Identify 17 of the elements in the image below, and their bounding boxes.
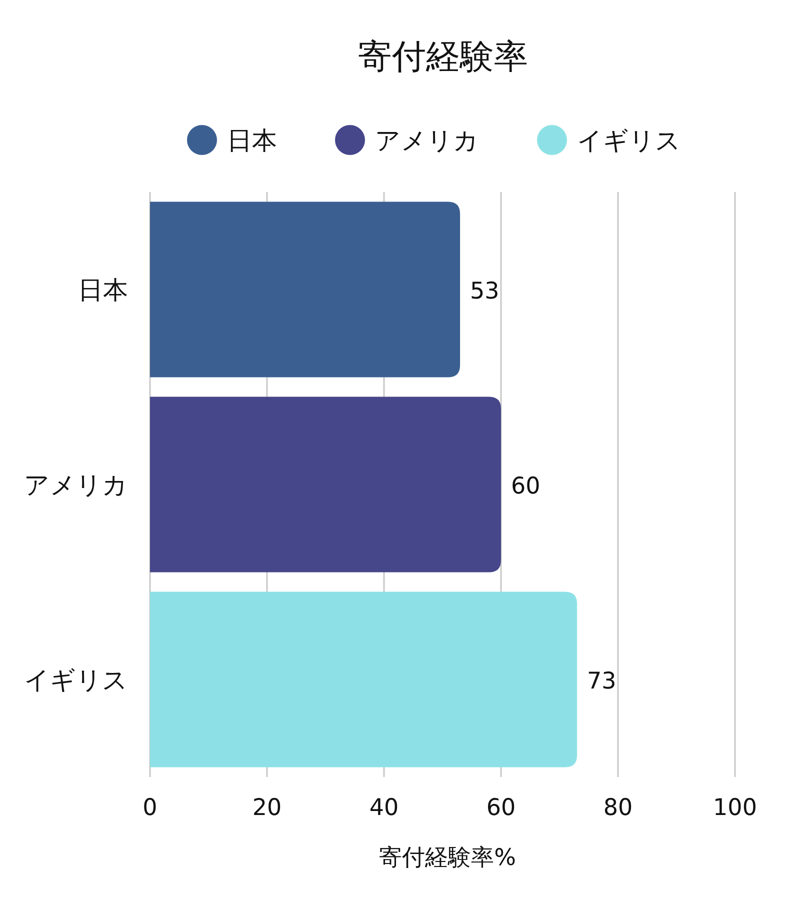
y-tick-label: アメリカ: [24, 470, 128, 500]
data-label: 73: [587, 668, 616, 694]
x-tick-label: 20: [252, 795, 282, 821]
x-tick-label: 100: [713, 795, 757, 821]
data-label: 60: [511, 474, 540, 500]
x-tick-label: 40: [369, 795, 399, 821]
legend-label: イギリス: [577, 126, 681, 155]
legend-label: アメリカ: [375, 126, 479, 155]
data-label: 53: [470, 278, 500, 304]
x-axis-title: 寄付経験率%: [379, 845, 516, 871]
x-tick-label: 60: [486, 795, 516, 821]
y-tick-label: イギリス: [24, 666, 128, 694]
legend-label: 日本: [227, 126, 277, 155]
x-tick-label: 0: [142, 795, 158, 821]
chart-title: 寄付経験率: [358, 37, 528, 77]
x-tick-label: 80: [603, 795, 633, 821]
y-tick-label: 日本: [78, 276, 128, 304]
